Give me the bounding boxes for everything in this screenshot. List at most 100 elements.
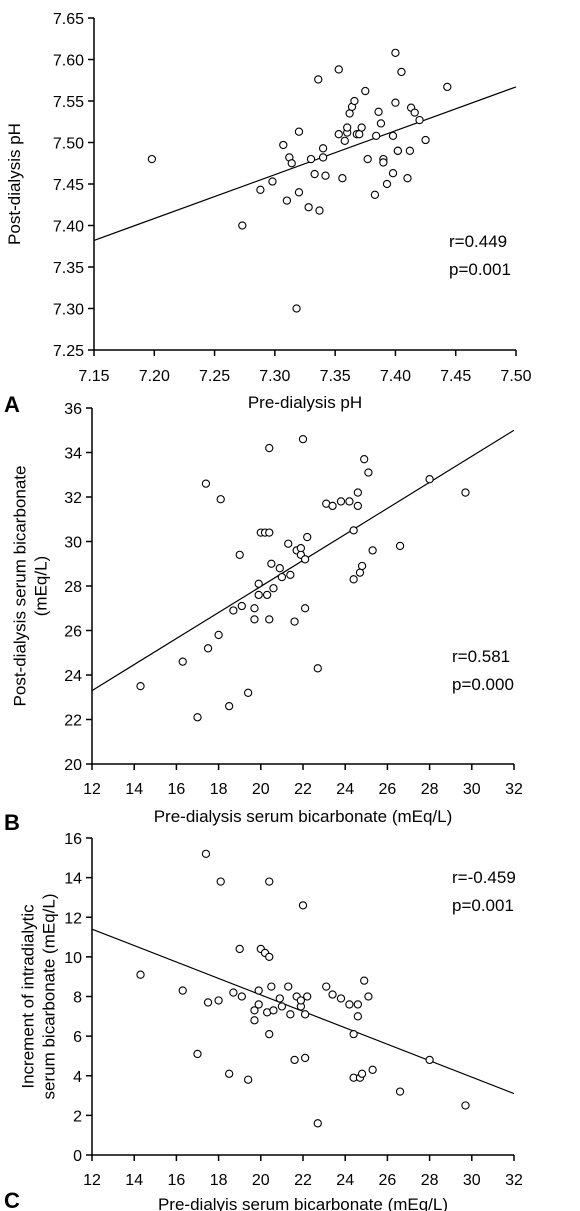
data-point bbox=[336, 497, 346, 506]
y-tick-label: 12 bbox=[64, 910, 82, 927]
data-point bbox=[345, 497, 354, 506]
y-tick-label: 36 bbox=[64, 401, 82, 418]
data-point bbox=[425, 475, 434, 484]
x-tick-label: 28 bbox=[421, 781, 439, 798]
data-point bbox=[361, 86, 370, 96]
data-point bbox=[461, 1101, 470, 1110]
y-tick-label: 6 bbox=[73, 1029, 82, 1046]
p-value-label: p=0.001 bbox=[449, 260, 511, 279]
data-point bbox=[193, 713, 202, 722]
data-point bbox=[368, 546, 377, 555]
data-point bbox=[364, 992, 373, 1001]
data-point bbox=[250, 615, 259, 624]
data-point bbox=[334, 65, 343, 74]
data-point bbox=[355, 568, 365, 577]
data-point bbox=[265, 1029, 274, 1039]
x-tick-label: 26 bbox=[379, 1172, 397, 1189]
data-point bbox=[277, 1002, 287, 1011]
x-tick-label: 20 bbox=[252, 781, 270, 798]
x-tick-label: 24 bbox=[336, 781, 354, 798]
data-point bbox=[353, 488, 363, 497]
y-tick-label: 32 bbox=[64, 490, 82, 507]
data-point bbox=[243, 1075, 253, 1084]
data-point bbox=[178, 657, 187, 666]
y-tick-label: 14 bbox=[64, 871, 82, 888]
data-point bbox=[238, 221, 247, 230]
data-point bbox=[216, 495, 225, 504]
panel-label: C bbox=[4, 1188, 20, 1211]
data-point bbox=[203, 998, 213, 1007]
data-point bbox=[405, 146, 415, 155]
data-point bbox=[315, 206, 324, 215]
data-point bbox=[282, 196, 292, 205]
data-point bbox=[349, 526, 358, 535]
x-tick-label: 14 bbox=[125, 781, 143, 798]
data-point bbox=[294, 127, 304, 136]
y-tick-label: 7.65 bbox=[53, 11, 84, 28]
data-point bbox=[298, 434, 308, 444]
x-tick-label: 12 bbox=[83, 781, 101, 798]
x-tick-label: 14 bbox=[125, 1172, 143, 1189]
data-point bbox=[298, 901, 308, 910]
data-point bbox=[343, 123, 352, 132]
data-point bbox=[313, 664, 322, 673]
data-point bbox=[284, 982, 293, 991]
x-tick-label: 7.50 bbox=[500, 368, 531, 385]
data-point bbox=[286, 1010, 295, 1019]
data-point bbox=[391, 48, 400, 58]
y-tick-label: 7.50 bbox=[53, 136, 84, 153]
data-point bbox=[363, 154, 372, 164]
data-point bbox=[443, 82, 452, 92]
data-point bbox=[296, 544, 306, 553]
x-tick-label: 16 bbox=[168, 781, 186, 798]
data-point bbox=[328, 501, 337, 511]
y-axis-label: Increment of intradialytic bbox=[19, 904, 38, 1089]
data-point bbox=[275, 994, 284, 1003]
correlation-r-label: r=-0.459 bbox=[452, 868, 516, 887]
p-value-label: p=0.001 bbox=[452, 896, 514, 915]
x-tick-label: 7.25 bbox=[199, 368, 230, 385]
data-point bbox=[368, 1065, 377, 1074]
data-point bbox=[265, 877, 274, 886]
data-point bbox=[178, 986, 187, 995]
data-point bbox=[243, 688, 253, 697]
data-point bbox=[296, 996, 306, 1005]
data-point bbox=[250, 604, 259, 613]
data-point bbox=[360, 455, 369, 464]
data-point bbox=[201, 479, 211, 488]
y-tick-label: 8 bbox=[73, 990, 82, 1007]
data-point bbox=[360, 976, 369, 985]
data-point bbox=[318, 144, 328, 153]
data-point bbox=[147, 154, 157, 164]
data-point bbox=[338, 174, 347, 183]
data-point bbox=[353, 1000, 363, 1009]
y-tick-label: 0 bbox=[73, 1148, 82, 1165]
data-point bbox=[279, 140, 288, 150]
data-point bbox=[357, 123, 366, 132]
y-tick-label: 7.45 bbox=[53, 177, 84, 194]
x-tick-label: 7.35 bbox=[320, 368, 351, 385]
data-point bbox=[318, 153, 328, 162]
data-point bbox=[265, 443, 274, 453]
data-point bbox=[328, 990, 337, 999]
y-axis-label: Post-dialysis pH bbox=[5, 123, 24, 245]
data-point bbox=[349, 1029, 358, 1039]
data-point bbox=[350, 96, 359, 106]
panel-label: B bbox=[4, 810, 20, 835]
data-point bbox=[357, 561, 367, 571]
y-tick-label: 28 bbox=[64, 579, 82, 596]
data-point bbox=[306, 154, 316, 164]
data-point bbox=[136, 970, 145, 979]
data-point bbox=[300, 1010, 310, 1019]
y-tick-label: 7.35 bbox=[53, 260, 84, 277]
x-tick-label: 16 bbox=[168, 1172, 186, 1189]
x-tick-label: 24 bbox=[336, 1172, 354, 1189]
y-tick-label: 22 bbox=[64, 713, 82, 730]
data-point bbox=[403, 174, 412, 183]
x-tick-label: 20 bbox=[252, 1172, 270, 1189]
data-point bbox=[410, 108, 419, 117]
correlation-r-label: r=0.581 bbox=[452, 647, 510, 666]
y-tick-label: 7.25 bbox=[53, 343, 84, 360]
data-point bbox=[224, 1069, 234, 1078]
data-point bbox=[313, 1119, 322, 1128]
